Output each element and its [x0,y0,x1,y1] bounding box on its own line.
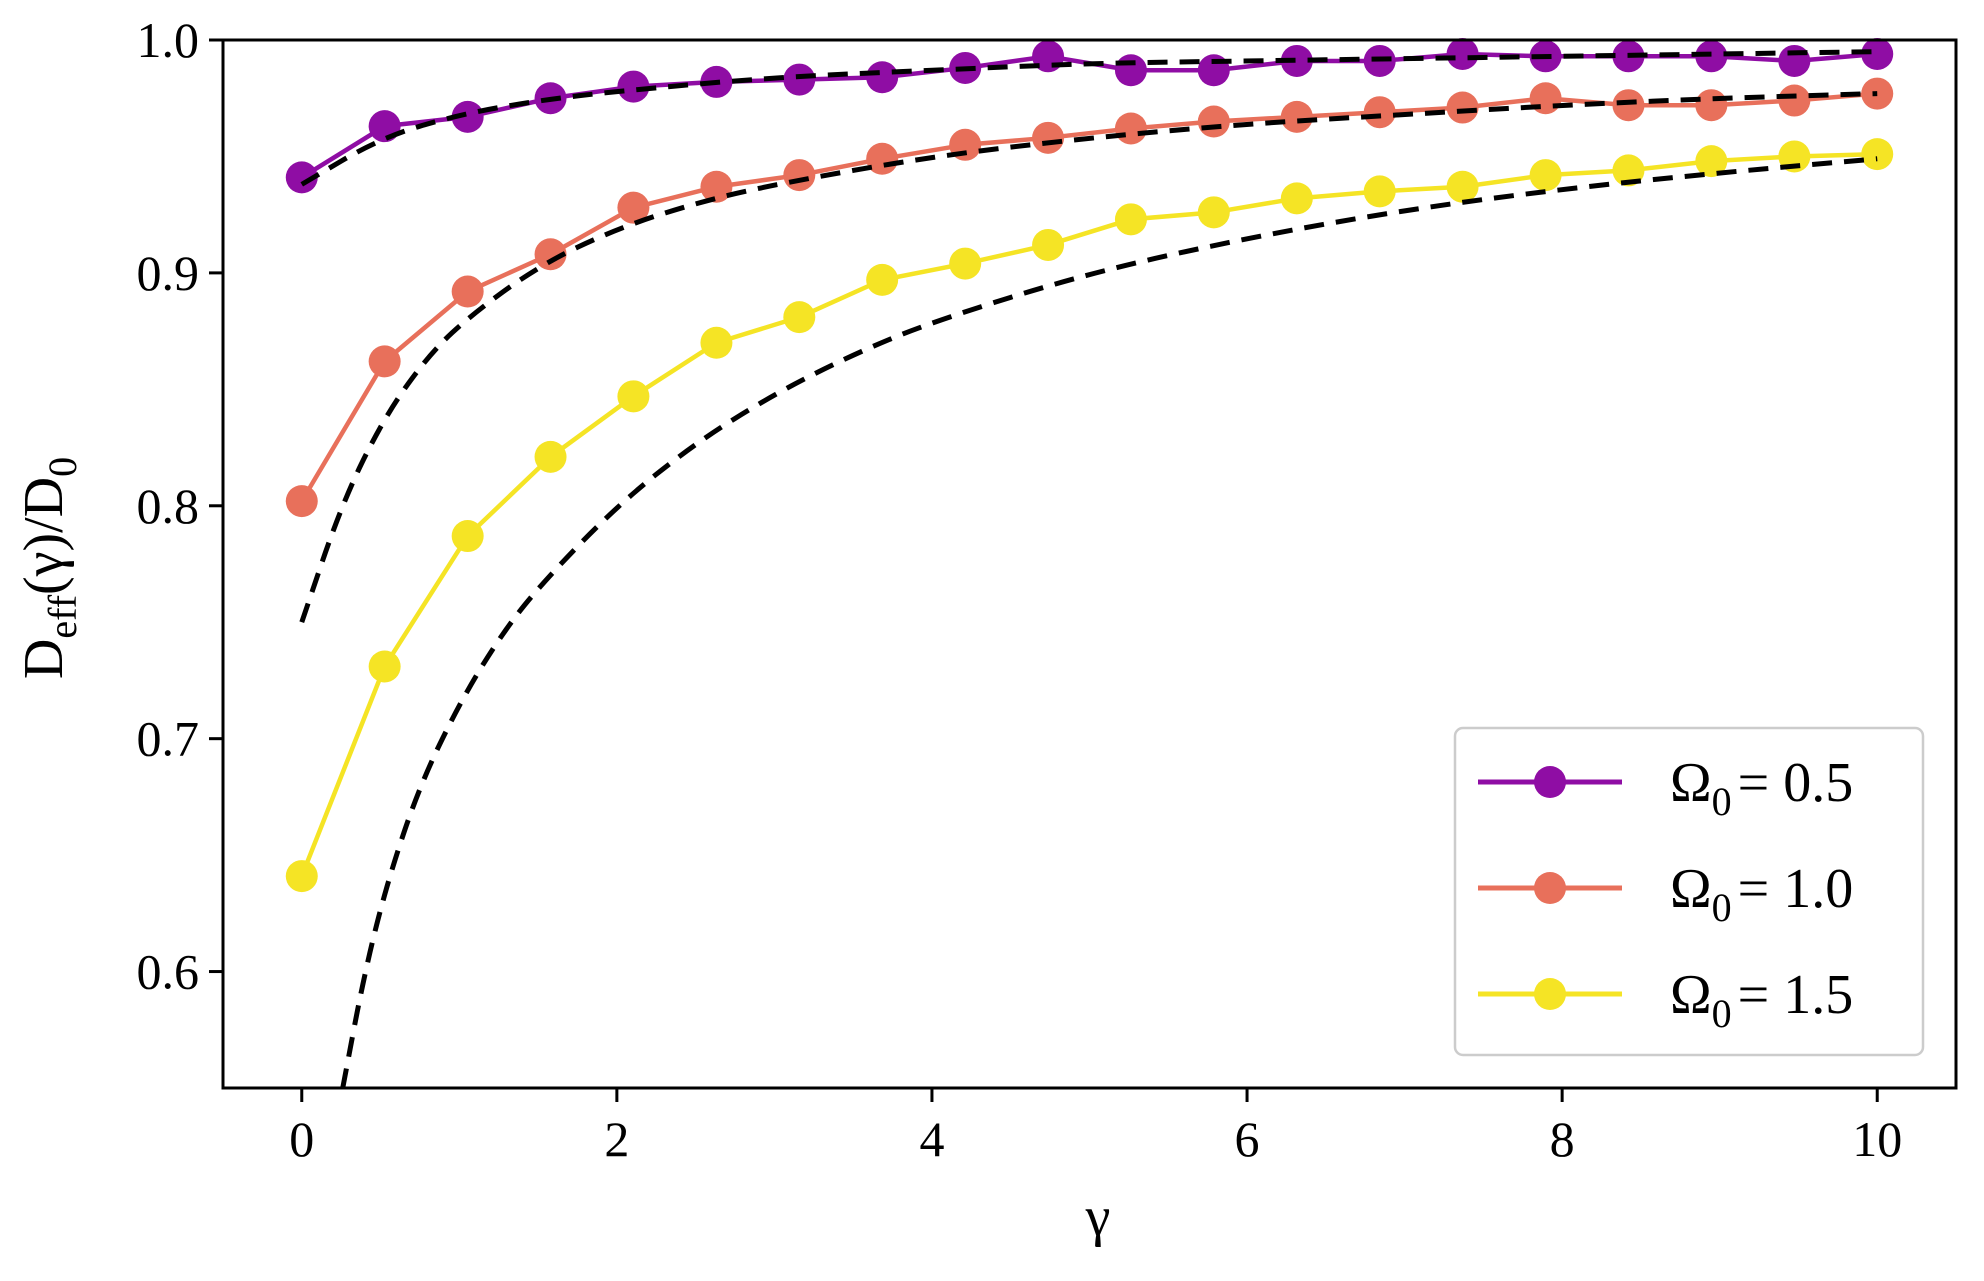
y-tick-label: 1.0 [137,12,200,68]
data-point [534,238,567,271]
data-point [1778,44,1811,77]
data-point [1114,112,1147,145]
reference-curve [340,156,1878,1088]
data-point [949,247,982,280]
data-point [1529,159,1562,192]
legend-label: Ω0 = 0.5 [1670,752,1853,824]
data-point [617,380,650,413]
data-point [783,301,816,334]
legend-subscript: 0 [1712,885,1732,930]
data-point [1363,96,1396,129]
x-axis-ticks: 0 2 4 6 8 10 [289,1088,1902,1167]
data-point [700,326,733,359]
data-point [1032,121,1065,154]
x-tick-label: 10 [1852,1111,1902,1167]
legend-box [1453,726,1925,1057]
reference-curves [299,49,1878,1088]
data-point [285,485,318,518]
data-point [1695,89,1728,122]
y-axis-title-base: D [13,639,75,679]
data-point [1280,182,1313,215]
plot-frame [221,38,1958,1090]
data-point [1778,84,1811,117]
data-point [1861,37,1894,70]
data-point [534,440,567,473]
x-tick-label: 4 [919,1111,944,1167]
x-tick-label: 6 [1235,1111,1260,1167]
y-axis-title-sub2: 0 [40,457,85,477]
data-point [1197,196,1230,229]
legend-marker [1534,978,1566,1010]
data-point [1612,154,1645,187]
series-1 [285,37,1894,194]
legend-value: = 1.0 [1738,858,1854,920]
data-point [368,345,401,378]
y-tick-label: 0.9 [137,245,200,301]
data-point [1197,105,1230,138]
data-point [700,170,733,203]
data-point [866,142,899,175]
y-axis-ticks: 0.6 0.7 0.8 0.9 1.0 [137,12,223,1000]
data-point [1114,203,1147,236]
legend-entry: Ω0 = 0.5 [1478,752,1853,824]
data-point [617,70,650,103]
legend-value: = 0.5 [1738,752,1854,814]
legend-value: = 1.5 [1738,964,1854,1026]
legend-entry: Ω0 = 1.5 [1478,964,1853,1036]
data-point [783,63,816,96]
data-point [617,191,650,224]
legend: Ω0 = 0.5Ω0 = 1.0Ω0 = 1.5 [1453,726,1925,1057]
legend-label: Ω0 = 1.5 [1670,964,1853,1036]
data-point [1032,228,1065,261]
data-point [1280,100,1313,133]
data-point [368,110,401,143]
data-point [285,860,318,893]
data-point [1446,170,1479,203]
data-point [1612,89,1645,122]
y-tick-label: 0.6 [137,944,200,1000]
data-point [866,263,899,296]
y-tick-label: 0.7 [137,711,200,767]
legend-marker [1534,766,1566,798]
legend-subscript: 0 [1712,779,1732,824]
x-tick-label: 8 [1550,1111,1575,1167]
reference-curve [300,49,1878,187]
data-point [451,100,484,133]
y-axis-title-middle: (γ)/D [13,477,75,595]
legend-label: Ω0 = 1.0 [1670,858,1853,930]
legend-subscript: 0 [1712,991,1732,1036]
data-point [368,650,401,683]
series-3 [285,138,1894,893]
data-point [1446,91,1479,124]
y-tick-label: 0.8 [137,478,200,534]
legend-symbol: Ω [1670,752,1712,814]
data-point [1114,54,1147,87]
y-axis-title-sub: eff [40,594,85,638]
legend-symbol: Ω [1670,858,1712,920]
data-point [1363,175,1396,208]
series-line [300,51,1878,180]
series-line [299,91,1878,503]
x-tick-label: 0 [289,1111,314,1167]
y-axis-title: Deff(γ)/D0 [13,457,85,679]
data-point [285,161,318,194]
x-tick-label: 2 [604,1111,629,1167]
data-point [1280,44,1313,77]
legend-symbol: Ω [1670,964,1712,1026]
data-point [1446,37,1479,70]
data-point [451,520,484,553]
legend-marker [1534,872,1566,904]
data-point [1695,145,1728,178]
x-axis-title: γ [1085,1186,1111,1248]
legend-entry: Ω0 = 1.0 [1478,858,1853,930]
series-2 [285,77,1894,518]
data-point [783,159,816,192]
data-point [451,275,484,308]
data-point [1861,138,1894,171]
data-point [866,61,899,94]
